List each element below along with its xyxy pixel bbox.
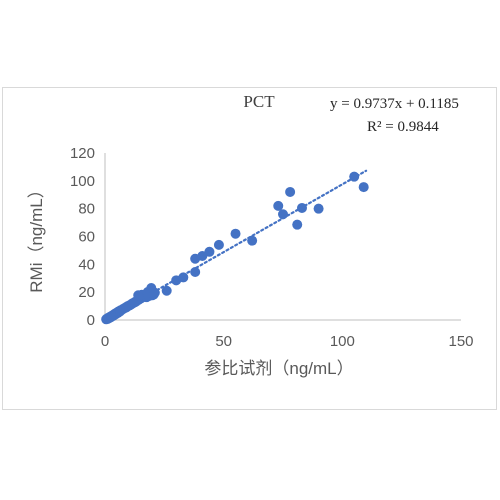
trendline-equation: y = 0.9737x + 0.1185 [330,96,459,112]
data-point [190,266,201,277]
data-point [230,228,241,239]
data-point [358,182,369,193]
y-tick-labels: 0 20 40 60 80 100 120 [70,145,95,329]
y-tick-label: 20 [78,284,95,301]
x-axis-title: 参比试剂（ng/mL） [204,359,353,378]
data-point [349,171,360,182]
x-tick-label: 100 [330,333,355,350]
data-point [296,202,307,213]
x-tick-label: 150 [448,333,473,350]
axes [104,153,461,321]
y-tick-label: 0 [87,312,95,329]
data-point [161,285,172,296]
y-tick-label: 120 [70,145,95,162]
data-point [213,239,224,250]
data-point [313,203,324,214]
y-tick-label: 40 [78,256,95,273]
y-tick-label: 60 [78,229,95,246]
chart-frame [2,87,497,410]
y-tick-label: 100 [70,173,95,190]
x-tick-labels: 0 50 100 150 [101,333,474,350]
data-point [178,272,189,283]
data-points [101,171,369,325]
data-point [285,186,296,197]
data-point [146,282,157,293]
chart-title: PCT [243,92,275,111]
data-point [204,246,215,257]
y-tick-label: 80 [78,201,95,218]
trendline-r-squared: R² = 0.9844 [367,119,439,135]
data-point [278,209,288,220]
y-axis-title: RMi（ng/mL） [27,181,46,292]
data-point [273,200,284,211]
x-tick-label: 0 [101,333,109,350]
x-tick-label: 50 [215,333,232,350]
data-point [247,235,258,246]
data-point [292,219,303,230]
